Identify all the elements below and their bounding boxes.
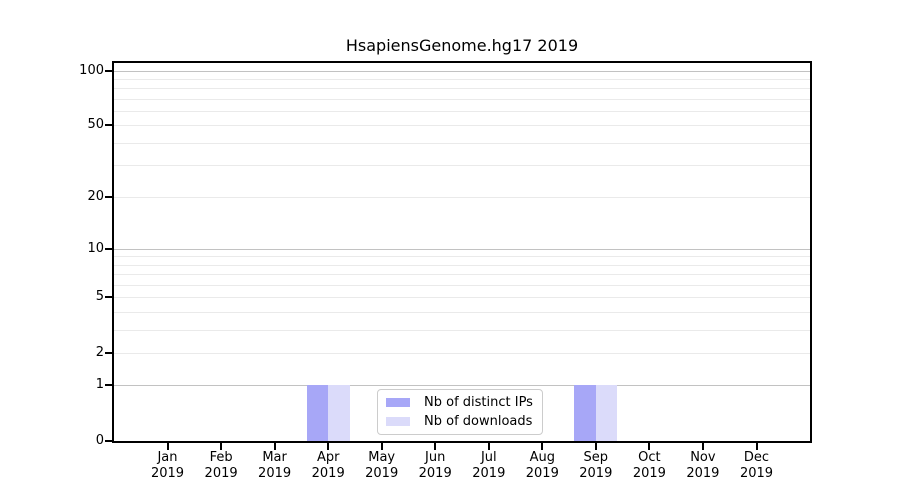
y-gridline-minor xyxy=(114,125,810,127)
chart-title: HsapiensGenome.hg17 2019 xyxy=(345,36,579,55)
x-axis-tick xyxy=(701,443,704,450)
y-axis-tick xyxy=(105,195,112,198)
y-gridline-minor xyxy=(114,98,810,100)
x-tick-month: Aug xyxy=(529,450,555,465)
y-gridline-minor xyxy=(114,297,810,299)
y-axis-tick xyxy=(105,384,112,387)
x-axis-tick xyxy=(166,443,169,450)
x-tick-year: 2019 xyxy=(472,466,506,481)
y-axis-tick xyxy=(105,69,112,72)
x-tick-label: Oct 2019 xyxy=(621,450,677,482)
x-axis-tick xyxy=(594,443,597,450)
y-gridline-minor xyxy=(114,311,810,313)
legend-swatch-distinct-ips xyxy=(386,397,410,407)
x-tick-label: Jul 2019 xyxy=(461,450,517,482)
y-gridline-minor xyxy=(114,165,810,167)
x-tick-label: Feb 2019 xyxy=(193,450,249,482)
x-tick-label: Sep 2019 xyxy=(568,450,624,482)
y-tick-label: 2 xyxy=(95,344,104,360)
legend-label-downloads: Nb of downloads xyxy=(424,414,533,430)
x-axis-tick xyxy=(541,443,544,450)
x-axis-tick xyxy=(434,443,437,450)
y-tick-label: 100 xyxy=(79,62,104,78)
x-axis-tick xyxy=(327,443,330,450)
x-tick-month: May xyxy=(368,450,396,465)
x-tick-year: 2019 xyxy=(739,466,774,481)
bar-nb-of-downloads-sep xyxy=(595,385,618,441)
x-tick-year: 2019 xyxy=(311,466,345,481)
x-tick-year: 2019 xyxy=(579,466,613,481)
x-tick-year: 2019 xyxy=(150,466,185,481)
plot-area xyxy=(112,61,812,443)
x-tick-month: Apr xyxy=(316,450,340,465)
x-tick-month: Jul xyxy=(480,450,497,465)
x-axis-tick xyxy=(220,443,223,450)
x-tick-year: 2019 xyxy=(258,466,292,481)
y-tick-label: 10 xyxy=(87,240,104,256)
y-gridline-minor xyxy=(114,274,810,276)
y-tick-label: 5 xyxy=(95,289,104,305)
y-axis-tick xyxy=(105,124,112,127)
legend-entry-distinct-ips: Nb of distinct IPs xyxy=(386,394,536,411)
y-axis-tick xyxy=(105,351,112,354)
y-gridline-minor xyxy=(114,196,810,198)
x-tick-label: Jan 2019 xyxy=(140,450,196,482)
y-gridline-minor xyxy=(114,329,810,331)
bar-nb-of-distinct-ips-apr xyxy=(306,385,329,441)
y-gridline-minor xyxy=(114,111,810,112)
y-gridline-minor xyxy=(114,352,810,354)
x-axis-tick xyxy=(273,443,276,450)
legend-entry-downloads: Nb of downloads xyxy=(386,414,536,431)
x-tick-month: Mar xyxy=(262,450,287,465)
x-tick-label: Mar 2019 xyxy=(247,450,303,482)
x-tick-label: Dec 2019 xyxy=(729,450,785,482)
y-tick-label: 50 xyxy=(87,117,104,133)
x-axis-tick xyxy=(648,443,651,450)
y-gridline-minor xyxy=(114,78,810,80)
y-gridline-major xyxy=(114,70,810,72)
y-gridline-major xyxy=(114,385,810,387)
x-axis-tick xyxy=(380,443,383,450)
x-tick-year: 2019 xyxy=(365,466,399,481)
x-tick-year: 2019 xyxy=(632,466,666,481)
x-tick-month: Nov xyxy=(690,450,716,465)
x-tick-label: Nov 2019 xyxy=(675,450,731,482)
y-gridline-minor xyxy=(114,256,810,258)
bar-nb-of-distinct-ips-sep xyxy=(574,385,596,441)
x-tick-month: Sep xyxy=(583,450,609,465)
x-tick-month: Dec xyxy=(743,450,770,465)
x-tick-year: 2019 xyxy=(525,466,559,481)
y-gridline-minor xyxy=(114,264,810,266)
x-tick-year: 2019 xyxy=(204,466,238,481)
legend-swatch-downloads xyxy=(386,417,410,427)
y-gridline-major xyxy=(114,248,810,250)
y-gridline-minor xyxy=(114,142,810,144)
y-tick-label: 20 xyxy=(87,188,104,204)
y-gridline-minor xyxy=(114,88,810,90)
y-axis-tick xyxy=(105,440,112,442)
y-axis-tick xyxy=(105,296,112,299)
x-tick-month: Feb xyxy=(209,450,233,465)
x-axis-tick xyxy=(487,443,490,450)
legend: Nb of distinct IPs Nb of downloads xyxy=(377,389,543,435)
x-tick-year: 2019 xyxy=(418,466,452,481)
x-axis-tick xyxy=(755,443,758,450)
x-tick-month: Oct xyxy=(638,450,661,465)
x-tick-month: Jun xyxy=(425,450,446,465)
y-axis-tick xyxy=(105,247,112,250)
x-tick-label: May 2019 xyxy=(354,450,410,482)
legend-label-distinct-ips: Nb of distinct IPs xyxy=(424,394,533,410)
y-tick-label: 0 xyxy=(95,433,104,448)
bar-nb-of-downloads-apr xyxy=(328,385,350,441)
y-tick-label: 1 xyxy=(95,377,104,393)
x-tick-year: 2019 xyxy=(686,466,720,481)
x-tick-label: Aug 2019 xyxy=(514,450,570,482)
y-gridline-minor xyxy=(114,284,810,286)
x-tick-label: Apr 2019 xyxy=(300,450,356,482)
x-tick-label: Jun 2019 xyxy=(407,450,463,482)
x-tick-month: Jan xyxy=(157,450,178,465)
